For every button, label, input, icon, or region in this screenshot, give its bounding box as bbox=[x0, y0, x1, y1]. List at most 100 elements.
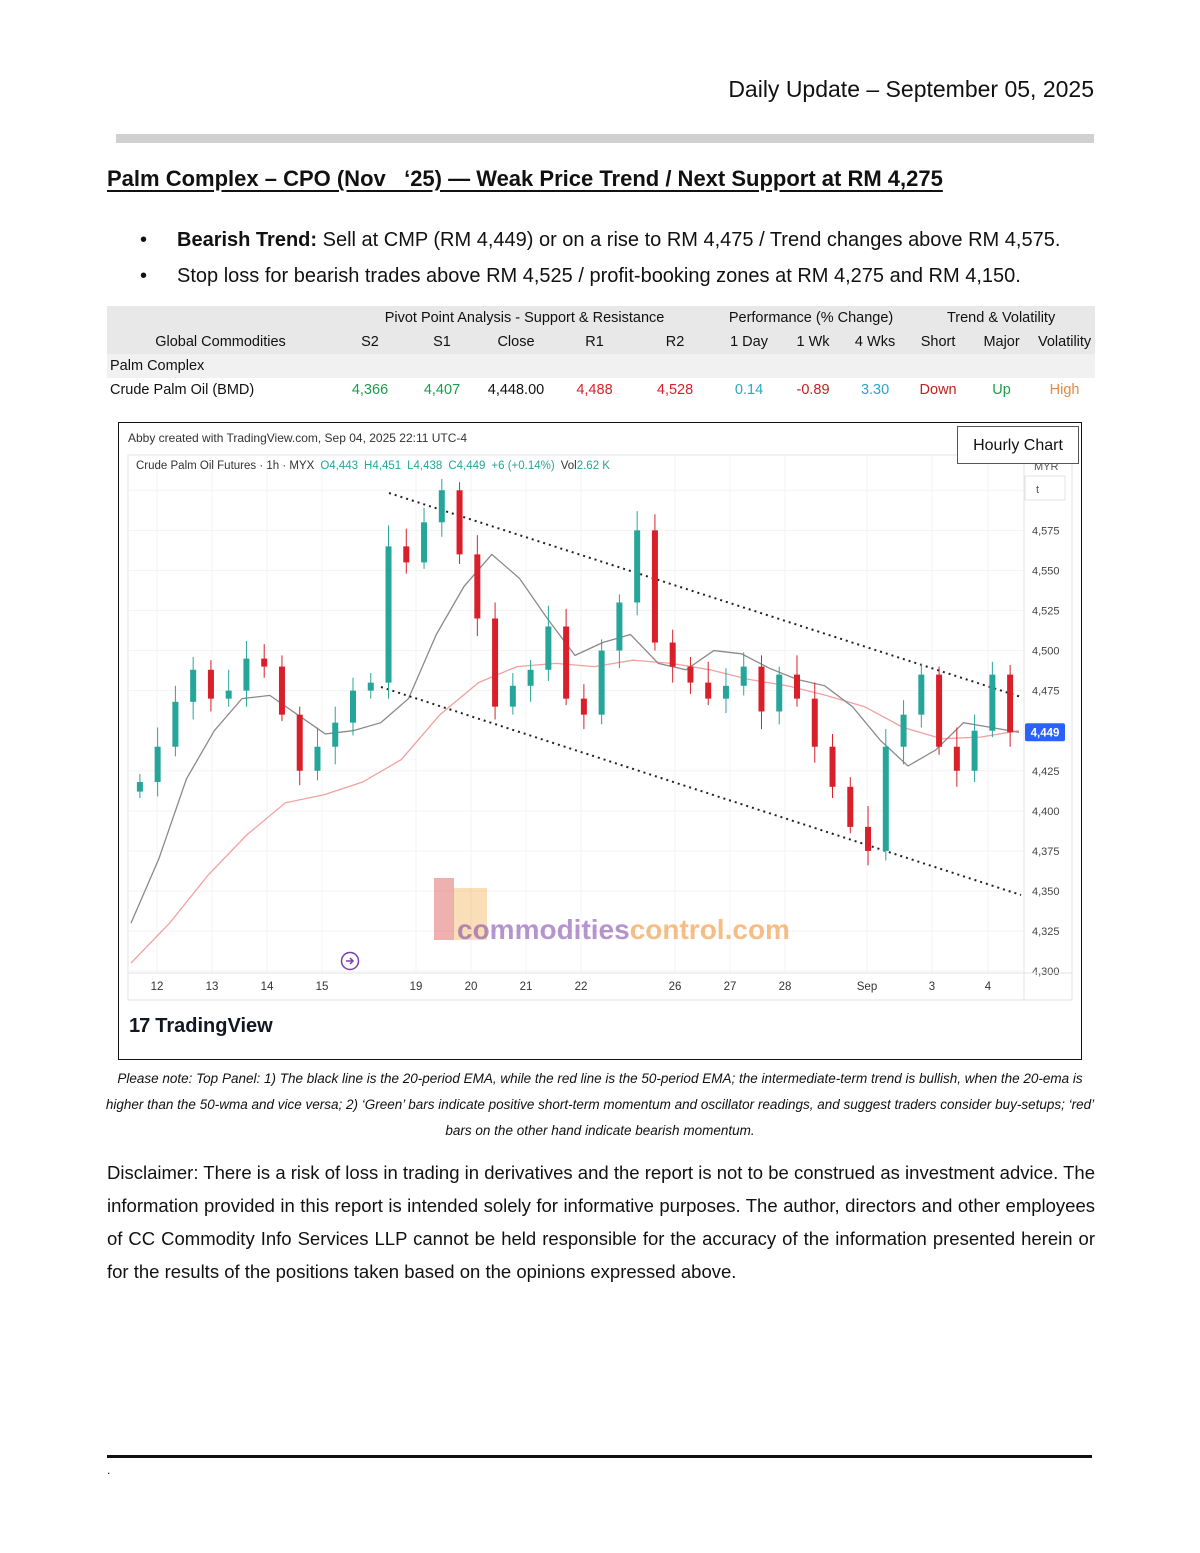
candle-body bbox=[705, 682, 712, 699]
candle-body bbox=[811, 698, 818, 747]
watermark-text: commoditiescontrol.com bbox=[457, 914, 790, 945]
table-group-empty bbox=[107, 306, 334, 330]
candle-body bbox=[314, 746, 321, 771]
table-header: Close bbox=[478, 330, 554, 354]
candle-body bbox=[580, 698, 587, 715]
candle-body bbox=[687, 666, 694, 683]
y-tick-label: 4,575 bbox=[1032, 525, 1060, 537]
table-header: Major bbox=[969, 330, 1035, 354]
disclaimer-text: Disclaimer: There is a risk of loss in t… bbox=[107, 1162, 1095, 1282]
candle-body bbox=[154, 746, 161, 782]
chart-symbol-legend: Crude Palm Oil Futures · 1h · MYX O4,443 H… bbox=[136, 460, 610, 472]
candle-body bbox=[421, 522, 428, 563]
chart-grid bbox=[128, 455, 1024, 973]
table-cell-s1: 4,407 bbox=[423, 382, 461, 398]
watermark-logo-bar bbox=[453, 888, 487, 940]
candle-body bbox=[936, 674, 943, 747]
x-tick-label: 14 bbox=[261, 981, 274, 993]
chart-creator-line: Abby created with TradingView.com, Sep 0… bbox=[128, 431, 467, 445]
candle-body bbox=[989, 674, 996, 731]
chart-candles bbox=[136, 479, 1014, 866]
scale-mode-button[interactable] bbox=[1024, 475, 1066, 501]
x-tick-label: 4 bbox=[985, 981, 992, 993]
table-cell-r1: 4,488 bbox=[576, 382, 613, 398]
candle-body bbox=[332, 722, 339, 747]
candle-body bbox=[776, 674, 783, 712]
x-tick-label: 20 bbox=[465, 981, 478, 993]
candle-body bbox=[403, 546, 410, 563]
candle-body bbox=[758, 666, 765, 712]
candle-body bbox=[598, 650, 605, 715]
last-price-tag bbox=[1025, 723, 1065, 742]
candle-body bbox=[136, 782, 143, 792]
candle-body bbox=[918, 674, 925, 715]
y-tick-label: 4,425 bbox=[1032, 766, 1060, 778]
table-header-row: Global Commodities S2 S1 Close R1 R2 1 D… bbox=[107, 330, 1096, 354]
y-tick-label: 4,300 bbox=[1032, 966, 1060, 978]
y-tick-label: 4,550 bbox=[1032, 565, 1060, 577]
table-cell-short: Down bbox=[919, 382, 957, 398]
x-tick-label: 21 bbox=[520, 981, 533, 993]
tradingview-logo: 17 TradingView bbox=[129, 1015, 273, 1038]
goto-realtime-icon[interactable] bbox=[340, 951, 360, 971]
x-tick-label: 26 bbox=[669, 981, 682, 993]
table-cell-volatility: High bbox=[1049, 382, 1080, 398]
candle-body bbox=[865, 826, 872, 851]
y-tick-label: 4,325 bbox=[1032, 926, 1060, 938]
candle-body bbox=[953, 746, 960, 771]
footer-mark: . bbox=[107, 1463, 111, 1477]
header-divider bbox=[116, 134, 1094, 143]
upper-trendline bbox=[388, 492, 1022, 698]
candle-body bbox=[1007, 674, 1014, 733]
bullet-stop-loss: • Stop loss for bearish trades above RM … bbox=[140, 258, 1060, 294]
table-header: 1 Day bbox=[715, 330, 784, 354]
ema50-line bbox=[130, 659, 1020, 964]
table-group-trend: Trend & Volatility bbox=[907, 306, 1096, 330]
candle-body bbox=[651, 530, 658, 643]
x-tick-label: 27 bbox=[724, 981, 737, 993]
table-cell-r2: 4,528 bbox=[656, 382, 694, 398]
table-header: 1 Wk bbox=[783, 330, 844, 354]
candle-body bbox=[971, 730, 978, 771]
candle-body bbox=[225, 690, 232, 699]
y-tick-label: 4,375 bbox=[1032, 846, 1060, 858]
candle-body bbox=[172, 701, 179, 747]
candle-body bbox=[492, 618, 499, 707]
y-tick-label: 4,350 bbox=[1032, 886, 1060, 898]
table-cell-1wk: -0.89 bbox=[796, 382, 830, 398]
x-tick-label: 19 bbox=[410, 981, 423, 993]
x-tick-label: Sep bbox=[857, 981, 877, 993]
table-header: R1 bbox=[554, 330, 635, 354]
candle-body bbox=[385, 546, 392, 683]
table-header: Global Commodities bbox=[107, 330, 334, 354]
hourly-chart-label: Hourly Chart bbox=[957, 426, 1079, 464]
table-group-pivot: Pivot Point Analysis - Support & Resista… bbox=[334, 306, 716, 330]
table-cell-1day: 0.14 bbox=[734, 382, 764, 398]
chart-axes: 4,6004,5754,5504,5254,5004,4754,4254,400… bbox=[128, 455, 1072, 1000]
chart-watermark: commoditiescontrol.com bbox=[434, 878, 790, 945]
candle-body bbox=[243, 658, 250, 691]
bullet-icon: • bbox=[140, 265, 148, 287]
y-tick-label: 4,400 bbox=[1032, 806, 1060, 818]
scale-mode-label: t bbox=[1036, 484, 1039, 496]
bullet-icon: • bbox=[140, 229, 148, 251]
table-group-row: Pivot Point Analysis - Support & Resista… bbox=[107, 306, 1096, 330]
candle-body bbox=[278, 666, 285, 715]
candle-body bbox=[669, 642, 676, 667]
candle-body bbox=[847, 786, 854, 827]
pivot-table: Pivot Point Analysis - Support & Resista… bbox=[107, 306, 1096, 402]
bullet-text: Sell at CMP (RM 4,449) or on a rise to R… bbox=[317, 229, 1061, 251]
chart-note: Please note: Top Panel: 1) The black lin… bbox=[105, 1071, 1095, 1138]
candle-body bbox=[616, 602, 623, 651]
footer-divider bbox=[107, 1455, 1092, 1458]
x-tick-label: 22 bbox=[575, 981, 588, 993]
x-tick-label: 12 bbox=[151, 981, 164, 993]
x-tick-label: 13 bbox=[206, 981, 219, 993]
table-group-performance: Performance (% Change) bbox=[715, 306, 908, 330]
x-tick-label: 28 bbox=[779, 981, 792, 993]
tradingview-logo-text: TradingView bbox=[155, 1015, 273, 1037]
table-cell-close: 4,448.00 bbox=[487, 382, 545, 398]
table-header: 4 Wks bbox=[843, 330, 908, 354]
table-cell-major: Up bbox=[992, 382, 1011, 398]
x-tick-label: 3 bbox=[929, 981, 935, 993]
